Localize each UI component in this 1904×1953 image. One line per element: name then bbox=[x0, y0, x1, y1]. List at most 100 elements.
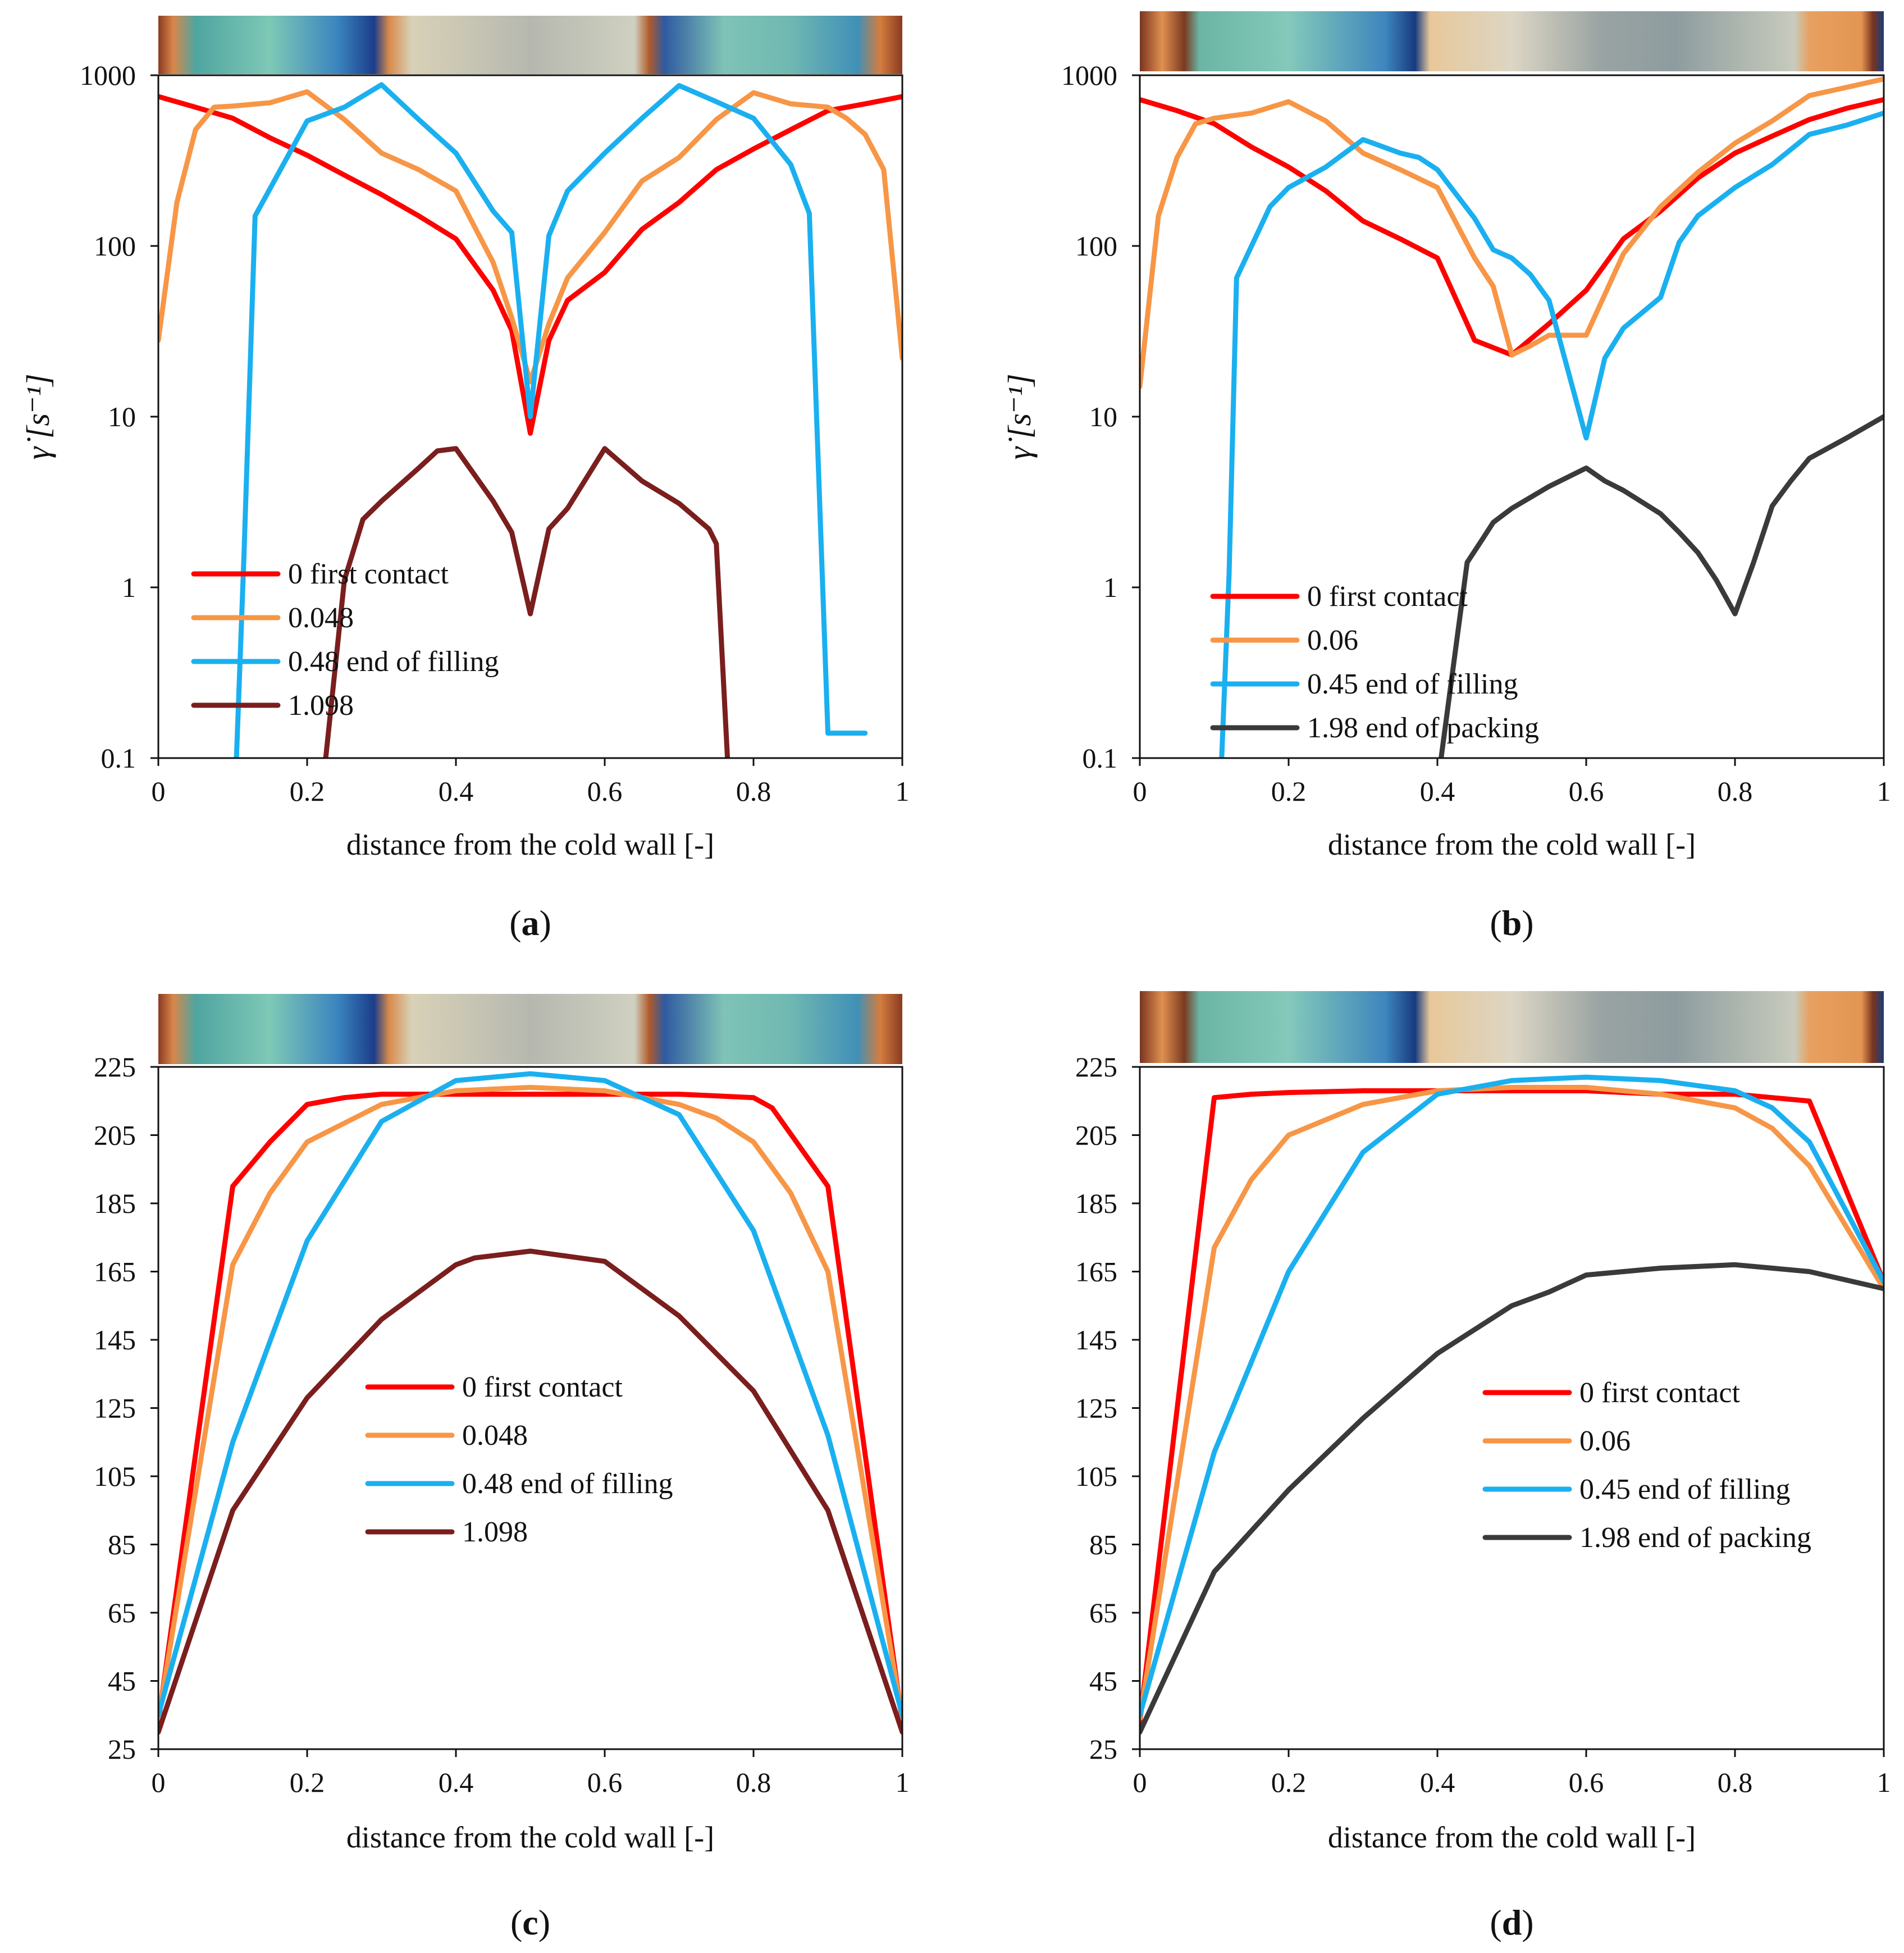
y-tick-label: 185 bbox=[1075, 1188, 1117, 1219]
panel-label: (d) bbox=[1490, 1902, 1533, 1942]
chart-panel-3: 0 0.2 0.4 0.6 0.8 125456585105125145165185205… bbox=[94, 994, 910, 1942]
y-tick-label: 85 bbox=[1089, 1529, 1117, 1560]
panel-label-open: ( bbox=[510, 1902, 522, 1942]
series-line-1-098 bbox=[323, 446, 730, 758]
series-line-0-first-contact bbox=[1140, 97, 1884, 358]
legend-label: 0.06 bbox=[1307, 624, 1358, 656]
legend-label: 0.048 bbox=[288, 602, 354, 634]
x-tick-label: 0.6 bbox=[1569, 775, 1604, 807]
y-tick-label: 100 bbox=[94, 230, 136, 262]
series-line-0-48-end-of-filling bbox=[158, 1071, 902, 1718]
series-line-0-048 bbox=[158, 89, 902, 385]
y-tick-label: 85 bbox=[108, 1529, 136, 1560]
micrograph-strip bbox=[158, 994, 902, 1064]
y-tick-label: 165 bbox=[1075, 1256, 1117, 1288]
y-tick-label: 205 bbox=[94, 1120, 136, 1151]
panel-label-close: ) bbox=[1522, 1902, 1533, 1942]
y-tick-label: 145 bbox=[94, 1324, 136, 1356]
x-tick-label: 0 bbox=[152, 775, 166, 807]
series-line-0-first-contact bbox=[1140, 1088, 1884, 1724]
panel-label-letter: a bbox=[522, 903, 540, 943]
legend-label: 0.45 end of filling bbox=[1307, 668, 1518, 700]
panel-label-letter: b bbox=[1502, 903, 1522, 943]
chart-panel-2: 0 0.2 0.4 0.6 0.8 1 0.1 1 10 100 1000 distance from… bbox=[1001, 11, 1891, 943]
panel-label-open: ( bbox=[509, 903, 521, 943]
chart-panel-4: 0 0.2 0.4 0.6 0.8 125456585105125145165185205… bbox=[1075, 991, 1891, 1942]
panel-label-close: ) bbox=[538, 1902, 550, 1942]
y-tick-label: 45 bbox=[1089, 1665, 1117, 1697]
micrograph-strip bbox=[1140, 991, 1884, 1063]
legend-label: 0.048 bbox=[462, 1420, 528, 1452]
legend-label: 1.098 bbox=[288, 690, 354, 722]
panel-label: (a) bbox=[509, 903, 551, 943]
legend: 0 first contact 0.048 0.48 end of filling 1… bbox=[191, 558, 499, 722]
legend-label: 0.06 bbox=[1579, 1425, 1631, 1457]
x-tick-label: 0 bbox=[1133, 775, 1147, 807]
y-tick-label: 1 bbox=[122, 572, 136, 603]
legend-label: 0 first contact bbox=[1307, 581, 1468, 613]
y-tick-label: 205 bbox=[1075, 1120, 1117, 1151]
x-tick-label: 0.6 bbox=[587, 775, 623, 807]
series-line-0-45-end-of-filling bbox=[1219, 110, 1884, 758]
y-tick-label: 100 bbox=[1075, 230, 1117, 262]
legend: 0 first contact 0.048 0.48 end of filling 1… bbox=[365, 1371, 673, 1548]
x-tick-label: 0.2 bbox=[1271, 775, 1307, 807]
legend-label: 0.48 end of filling bbox=[462, 1468, 673, 1500]
x-tick-label: 0 bbox=[152, 1767, 166, 1798]
y-tick-label: 10 bbox=[108, 401, 136, 432]
x-tick-label: 0.8 bbox=[736, 1767, 771, 1798]
y-tick-label: 225 bbox=[94, 1051, 136, 1083]
series-line-0-06 bbox=[1140, 76, 1884, 389]
panel-label-open: ( bbox=[1490, 903, 1501, 943]
micrograph-strip bbox=[158, 16, 902, 74]
legend: 0 first contact 0.06 0.45 end of filling 1.… bbox=[1482, 1377, 1811, 1554]
panel-label: (b) bbox=[1490, 903, 1533, 943]
x-tick-label: 0.2 bbox=[290, 1767, 325, 1798]
panel-label-letter: c bbox=[522, 1902, 538, 1942]
panel-label-letter: d bbox=[1502, 1902, 1522, 1942]
legend-label: 1.098 bbox=[462, 1516, 528, 1548]
series-line-0-048 bbox=[158, 1085, 902, 1721]
series-line-0-06 bbox=[1140, 1085, 1884, 1721]
x-tick-label: 0.8 bbox=[736, 775, 771, 807]
legend-label: 0 first contact bbox=[1579, 1377, 1740, 1409]
series-line-0-48-end-of-filling bbox=[234, 82, 868, 758]
x-axis-label: distance from the cold wall [-] bbox=[346, 828, 714, 861]
plot-frame bbox=[157, 1066, 903, 1750]
series-line-0-45-end-of-filling bbox=[1140, 1074, 1884, 1718]
x-tick-label: 0.4 bbox=[1420, 775, 1455, 807]
x-axis-label: distance from the cold wall [-] bbox=[1328, 828, 1696, 861]
x-tick-label: 0.4 bbox=[439, 1767, 474, 1798]
y-tick-label: 65 bbox=[108, 1597, 136, 1628]
y-tick-label: 25 bbox=[108, 1733, 136, 1765]
y-tick-label: 125 bbox=[1075, 1393, 1117, 1424]
x-tick-label: 0 bbox=[1133, 1767, 1147, 1798]
x-tick-label: 0.2 bbox=[290, 775, 325, 807]
y-tick-label: 25 bbox=[1089, 1733, 1117, 1765]
panel-label-close: ) bbox=[1522, 903, 1533, 943]
y-tick-label: 165 bbox=[94, 1256, 136, 1288]
legend-label: 0 first contact bbox=[288, 558, 449, 590]
legend-label: 0.48 end of filling bbox=[288, 646, 499, 678]
x-tick-label: 0.6 bbox=[1569, 1767, 1604, 1798]
y-tick-label: 185 bbox=[94, 1188, 136, 1219]
y-tick-label: 145 bbox=[1075, 1324, 1117, 1356]
chart-panel-1: 0 0.2 0.4 0.6 0.8 1 0.1 1 10 100 1000 distance from… bbox=[20, 16, 910, 943]
y-tick-label: 105 bbox=[94, 1461, 136, 1492]
legend-label: 1.98 end of packing bbox=[1307, 712, 1539, 744]
y-axis-label: γ̇ [s⁻¹] bbox=[1001, 373, 1038, 459]
x-axis-label: distance from the cold wall [-] bbox=[1328, 1820, 1696, 1854]
panel-label-close: ) bbox=[540, 903, 551, 943]
x-tick-label: 0.4 bbox=[439, 775, 474, 807]
panel-label-open: ( bbox=[1490, 1902, 1501, 1942]
x-tick-label: 1 bbox=[896, 1767, 910, 1798]
x-tick-label: 1 bbox=[896, 775, 910, 807]
y-tick-label: 225 bbox=[1075, 1051, 1117, 1083]
series-line-1-98-end-of-packing bbox=[1439, 414, 1884, 758]
y-tick-label: 0.1 bbox=[101, 742, 136, 774]
x-tick-label: 0.6 bbox=[587, 1767, 623, 1798]
panel-label: (c) bbox=[510, 1902, 550, 1942]
legend-label: 0 first contact bbox=[462, 1371, 623, 1403]
